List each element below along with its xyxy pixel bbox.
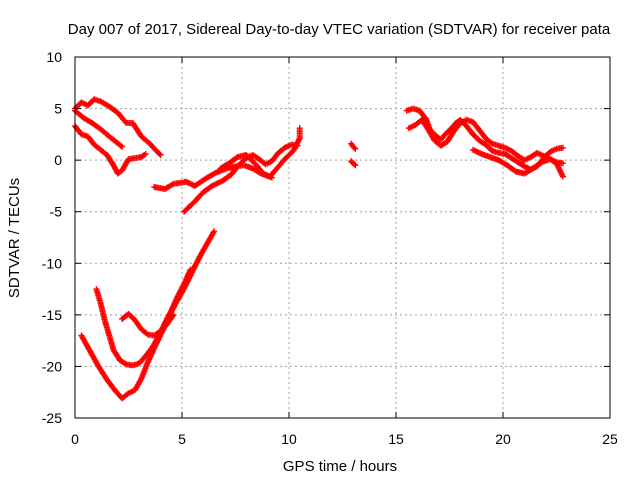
data-point: [156, 150, 163, 157]
y-tick-label: 0: [54, 152, 62, 168]
y-tick-label: -25: [42, 410, 62, 426]
x-axis-label: GPS time / hours: [283, 458, 397, 475]
series-track-c: [72, 123, 149, 177]
x-tick-label: 25: [602, 431, 618, 447]
y-tick-label: -15: [42, 307, 62, 323]
series-track-g: [348, 140, 359, 152]
x-tick-label: 0: [71, 431, 79, 447]
y-axis-label: SDTVAR / TECUs: [6, 178, 23, 298]
data-point: [559, 160, 566, 167]
data-point: [559, 173, 566, 180]
data-points: [72, 96, 566, 402]
plot-frame: [74, 56, 611, 419]
x-axis-ticks: 0 5 10 15 20 25: [71, 57, 618, 447]
series-track-m: [93, 266, 194, 369]
x-tick-label: 10: [281, 431, 297, 447]
series-track-a: [72, 96, 164, 158]
x-tick-label: 20: [495, 431, 511, 447]
series-track-f: [217, 151, 275, 181]
data-point: [170, 311, 177, 318]
data-point: [211, 228, 218, 235]
y-axis-ticks: -25 -20 -15 -10 -5 0 5 10: [42, 49, 610, 426]
y-tick-label: -10: [42, 255, 62, 271]
series-track-n: [119, 310, 177, 339]
series-track-d: [151, 125, 303, 193]
data-point: [351, 161, 358, 168]
series-track-e: [181, 141, 301, 215]
data-point: [351, 144, 358, 151]
y-tick-label: -20: [42, 358, 62, 374]
series-track-k: [470, 146, 566, 180]
data-point: [352, 145, 359, 152]
data-point: [352, 162, 359, 169]
y-tick-label: 10: [46, 49, 62, 65]
data-point: [117, 142, 124, 149]
x-tick-label: 5: [178, 431, 186, 447]
x-tick-label: 15: [388, 431, 404, 447]
data-point: [119, 143, 126, 150]
y-tick-label: -5: [50, 204, 63, 220]
data-point: [296, 125, 303, 132]
series-track-j: [405, 116, 566, 167]
series-track-h: [348, 158, 359, 169]
data-point: [143, 330, 150, 337]
data-point: [122, 360, 129, 367]
y-tick-label: 5: [54, 101, 62, 117]
data-point: [142, 150, 149, 157]
series-track-b: [72, 107, 126, 150]
chart-title: Day 007 of 2017, Sidereal Day-to-day VTE…: [68, 21, 611, 38]
data-point: [157, 151, 164, 158]
data-point: [268, 174, 275, 181]
data-point: [294, 142, 301, 149]
data-point: [187, 266, 194, 273]
grid-lines: [75, 57, 610, 418]
data-point: [559, 144, 566, 151]
